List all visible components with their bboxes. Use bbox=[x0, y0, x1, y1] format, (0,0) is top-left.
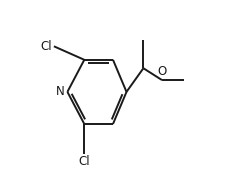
Text: Cl: Cl bbox=[78, 155, 90, 168]
Text: Cl: Cl bbox=[40, 40, 52, 53]
Text: O: O bbox=[157, 65, 166, 78]
Text: N: N bbox=[56, 85, 65, 98]
